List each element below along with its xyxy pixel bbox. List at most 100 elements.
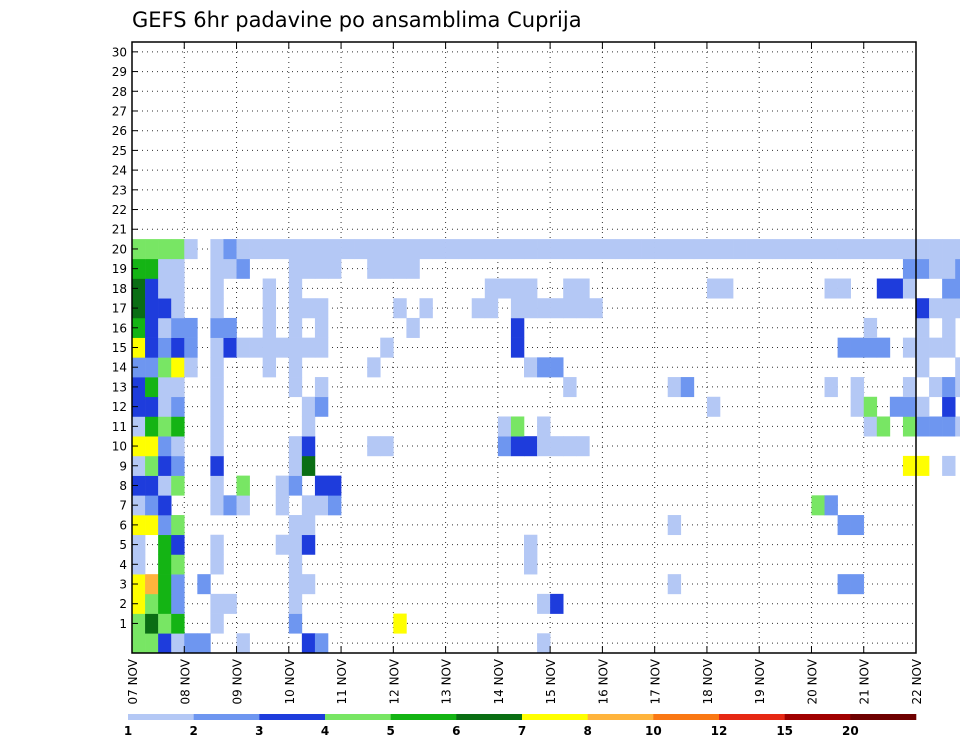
- heatmap-cell: [158, 239, 172, 260]
- heatmap-cell: [902, 278, 917, 299]
- heatmap-cell: [301, 416, 316, 437]
- heatmap-cell: [432, 239, 446, 260]
- heatmap-cell: [863, 317, 878, 338]
- heatmap-cell: [824, 495, 838, 516]
- heatmap-cell: [497, 436, 512, 457]
- heatmap-cell: [837, 574, 851, 595]
- legend-label: 20: [842, 724, 859, 738]
- heatmap-cell: [132, 455, 146, 476]
- heatmap-cell: [288, 239, 303, 260]
- heatmap-cell: [288, 377, 303, 398]
- y-tick-label: 12: [112, 400, 127, 414]
- heatmap-cell: [288, 613, 303, 634]
- heatmap-cell: [902, 337, 917, 358]
- heatmap-cell: [158, 475, 172, 496]
- legend-label: 15: [776, 724, 793, 738]
- heatmap-cell: [171, 298, 185, 319]
- y-tick-label: 16: [112, 321, 127, 335]
- heatmap-cell: [158, 515, 172, 536]
- heatmap-cell: [563, 377, 577, 398]
- heatmap-cell: [733, 239, 747, 260]
- heatmap-cell: [824, 278, 838, 299]
- heatmap-cell: [497, 278, 512, 299]
- heatmap-cell: [171, 455, 185, 476]
- heatmap-cell: [210, 337, 224, 358]
- heatmap-cell: [223, 317, 237, 338]
- heatmap-cell: [524, 436, 538, 457]
- heatmap-cell: [158, 357, 172, 378]
- heatmap-cell: [158, 455, 172, 476]
- heatmap-cell: [942, 396, 956, 417]
- heatmap-cell: [850, 515, 865, 536]
- heatmap-cell: [132, 396, 146, 417]
- heatmap-cell: [158, 396, 172, 417]
- heatmap-cell: [706, 396, 721, 417]
- heatmap-cell: [929, 298, 943, 319]
- heatmap-cell: [942, 278, 956, 299]
- x-tick-label: 17 NOV: [649, 658, 663, 704]
- heatmap-cell: [249, 239, 263, 260]
- heatmap-cell: [132, 436, 146, 457]
- x-tick-label: 09 NOV: [231, 658, 245, 704]
- heatmap-cell: [537, 239, 551, 260]
- heatmap-cell: [863, 416, 878, 437]
- heatmap-cell: [171, 357, 185, 378]
- heatmap-cell: [171, 613, 185, 634]
- heatmap-cell: [524, 298, 538, 319]
- heatmap-cell: [406, 317, 420, 338]
- heatmap-cell: [314, 377, 329, 398]
- heatmap-cell: [837, 515, 851, 536]
- heatmap-cell: [210, 554, 224, 575]
- heatmap-cell: [171, 258, 185, 279]
- heatmap-cell: [288, 337, 303, 358]
- heatmap-cell: [314, 337, 329, 358]
- heatmap-cell: [916, 357, 930, 378]
- y-tick-label: 20: [112, 242, 127, 256]
- heatmap-cell: [210, 475, 224, 496]
- heatmap-cell: [210, 317, 224, 338]
- heatmap-cell: [171, 317, 185, 338]
- heatmap-cell: [380, 436, 394, 457]
- heatmap-cell: [393, 239, 407, 260]
- heatmap-cell: [210, 534, 224, 555]
- heatmap-cell: [876, 239, 891, 260]
- heatmap-cell: [275, 534, 290, 555]
- heatmap-cell: [145, 278, 159, 299]
- heatmap-cell: [184, 317, 198, 338]
- y-tick-label: 3: [119, 578, 127, 592]
- heatmap-cell: [537, 298, 551, 319]
- heatmap-cell: [550, 593, 564, 614]
- x-tick-label: 15 NOV: [544, 658, 558, 704]
- heatmap-cell: [158, 298, 172, 319]
- heatmap-cell: [720, 239, 734, 260]
- heatmap-cell: [902, 416, 917, 437]
- heatmap-cell: [210, 396, 224, 417]
- heatmap-cell: [916, 416, 930, 437]
- heatmap-cell: [889, 396, 904, 417]
- heatmap-cell: [850, 574, 865, 595]
- heatmap-cell: [210, 416, 224, 437]
- y-tick-label: 25: [112, 144, 127, 158]
- heatmap-cell: [837, 239, 851, 260]
- heatmap-cell: [576, 239, 590, 260]
- heatmap-cell: [171, 593, 185, 614]
- heatmap-cell: [197, 633, 211, 654]
- heatmap-cell: [262, 357, 277, 378]
- heatmap-cell: [158, 278, 172, 299]
- heatmap-cell: [171, 377, 185, 398]
- y-tick-label: 27: [112, 104, 127, 118]
- heatmap-cell: [942, 337, 956, 358]
- heatmap-cell: [576, 278, 590, 299]
- y-tick-label: 23: [112, 183, 127, 197]
- y-tick-label: 18: [112, 282, 127, 296]
- heatmap-cell: [158, 554, 172, 575]
- legend-swatch: [259, 714, 326, 720]
- heatmap-cell: [863, 337, 878, 358]
- heatmap-cell: [458, 239, 473, 260]
- y-tick-label: 5: [119, 538, 127, 552]
- heatmap-cell: [942, 258, 956, 279]
- heatmap-cell: [537, 436, 551, 457]
- heatmap-cell: [158, 593, 172, 614]
- heatmap-cell: [902, 258, 917, 279]
- heatmap-cell: [132, 317, 146, 338]
